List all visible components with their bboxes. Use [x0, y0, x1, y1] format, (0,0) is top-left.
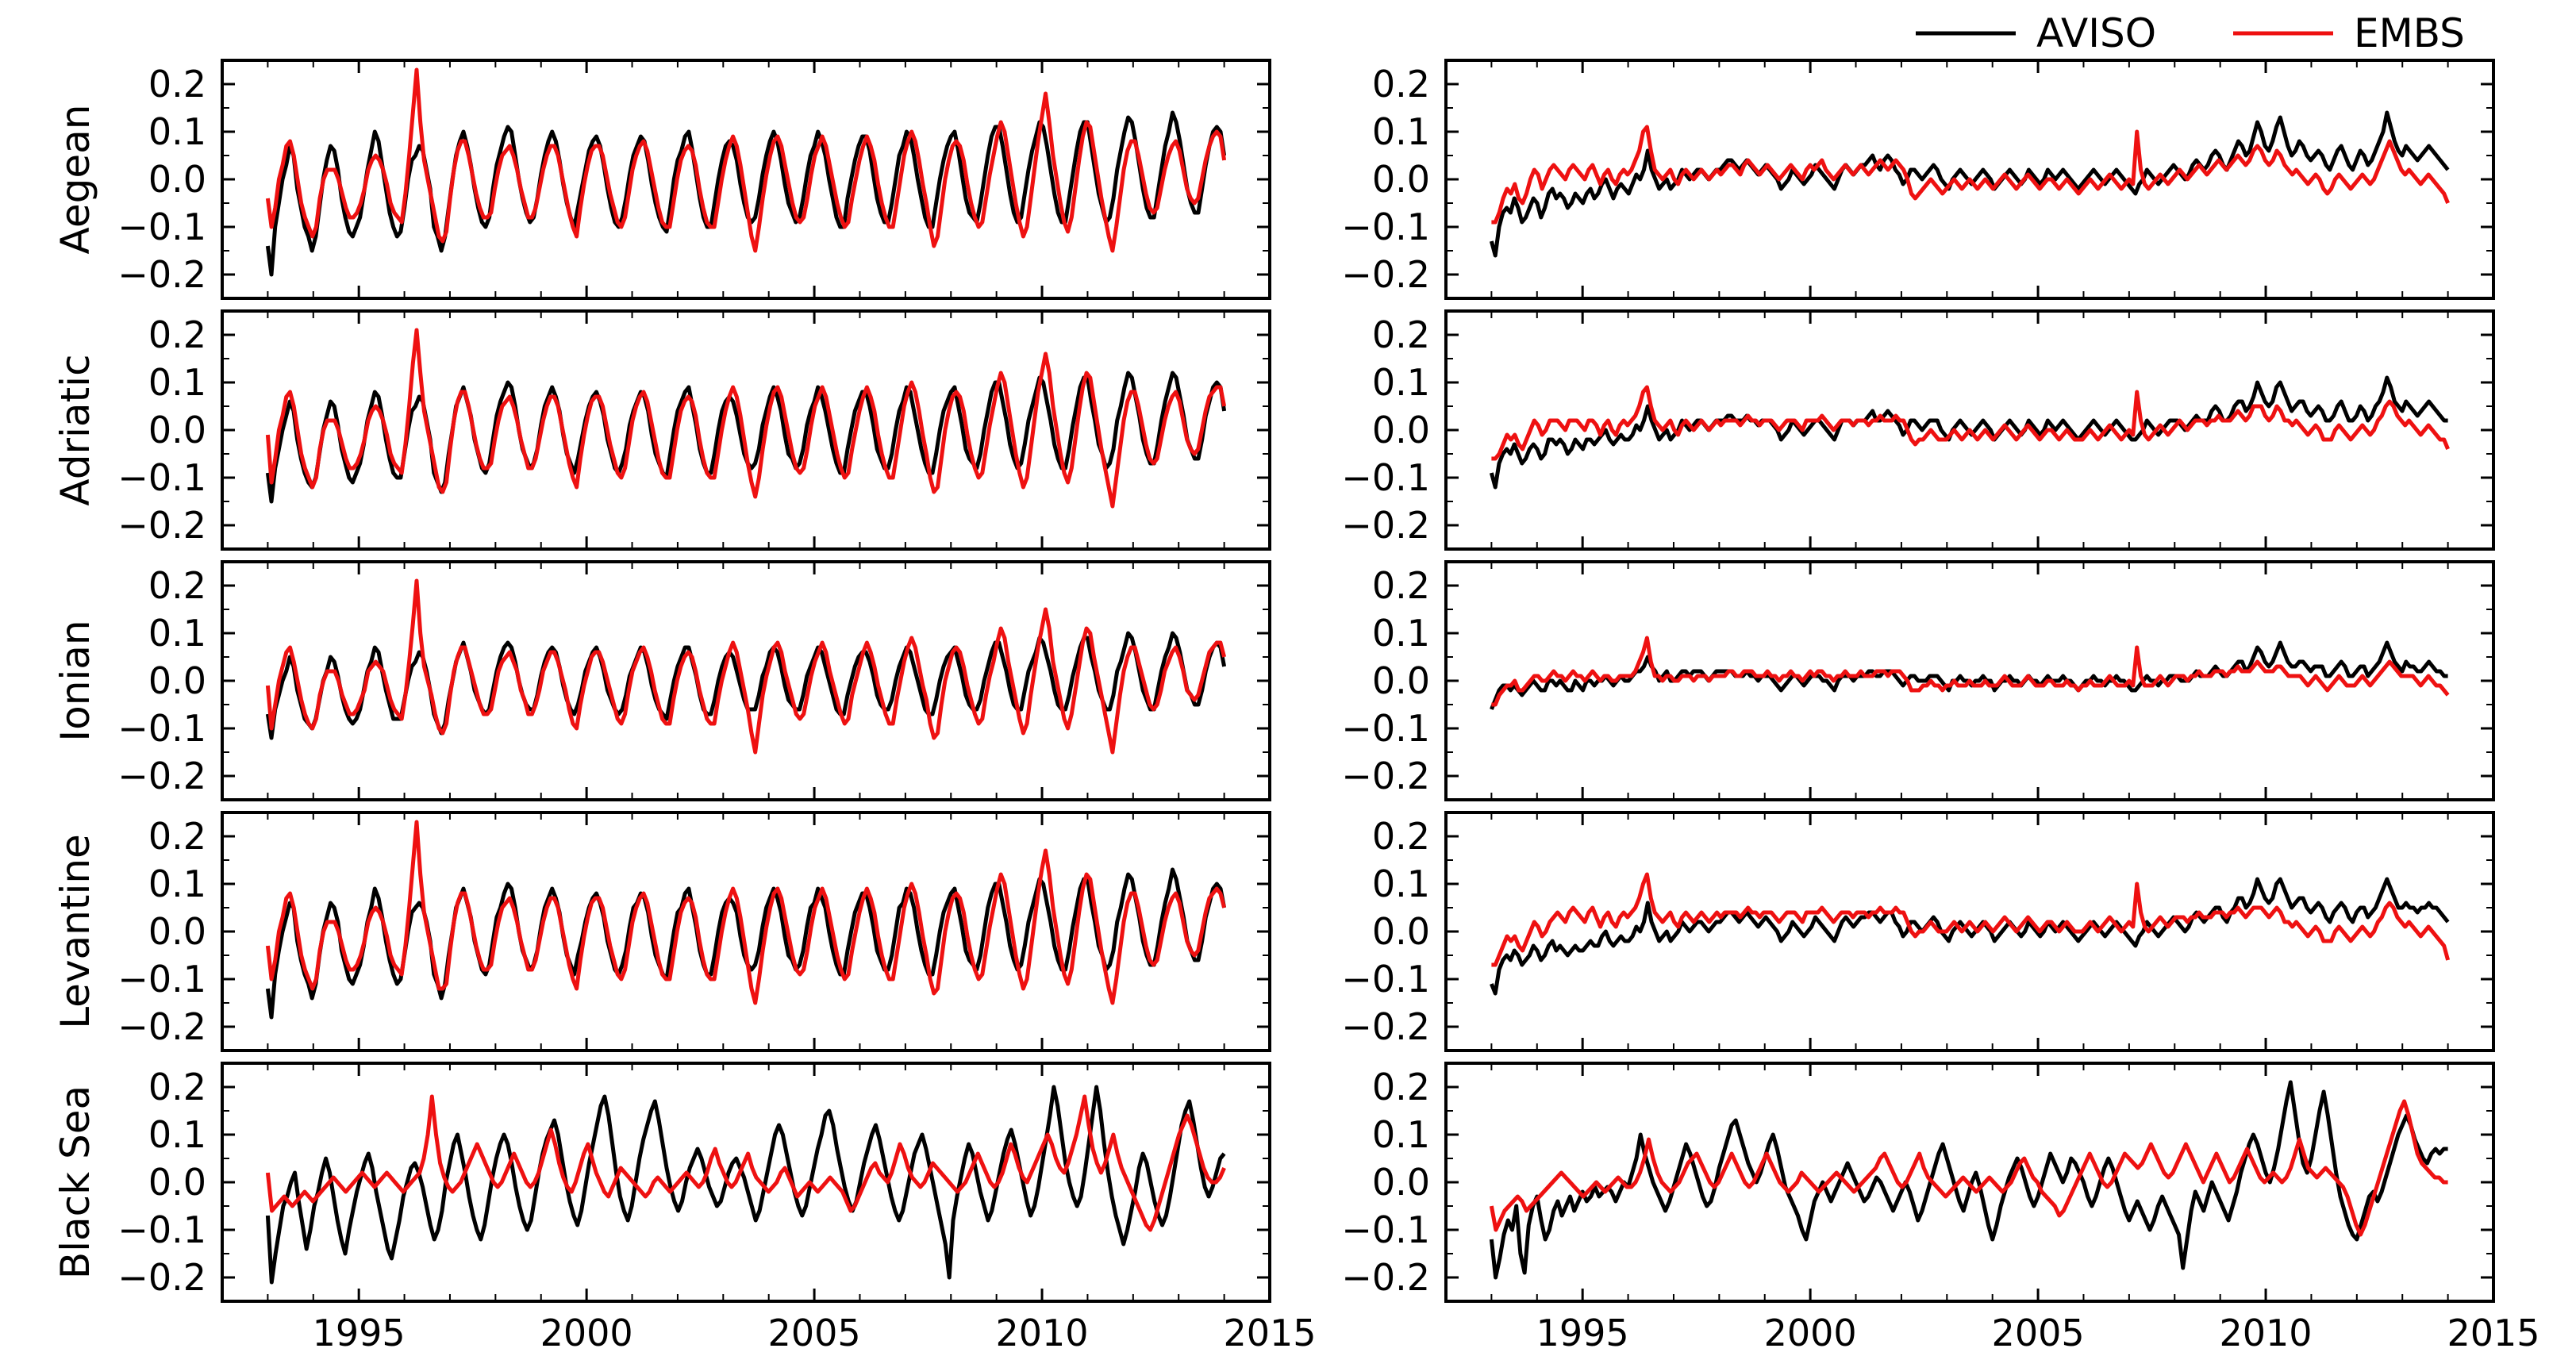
panel-black-sea-right-series-aviso [1489, 1080, 2448, 1280]
panel-aegean-left-ytick-label: 0.0 [148, 158, 206, 201]
panel-levantine-right-series-aviso [1490, 877, 2450, 996]
legend-label-aviso: AVISO [2036, 10, 2156, 56]
panel-aegean-right-series-embs [1491, 125, 2450, 225]
panel-levantine-left-ytick-label: 0.1 [148, 862, 206, 905]
panel-adriatic-left-ytick-label: 0.0 [148, 409, 206, 451]
panel-levantine-right: −0.2−0.1 0.0 0.10.2 [1341, 811, 2495, 1052]
panel-aegean-right-ytick-label: 0.0 [1372, 158, 1430, 201]
panel-adriatic-left-ytick-label: 0.2 [148, 313, 206, 356]
panel-aegean-left-ylabel: Aegean [52, 105, 98, 255]
panel-adriatic-right-ytick-label: −0.2 [1341, 504, 1430, 547]
panel-ionian-right-ytick-label: 0.0 [1372, 659, 1430, 702]
panel-black-sea-left-ytick-label: −0.2 [117, 1256, 206, 1299]
panel-adriatic-left-series-embs [265, 328, 1227, 509]
panel-black-sea-left-series-aviso [265, 1085, 1226, 1285]
panel-levantine-right-ytick-label: −0.2 [1341, 1005, 1430, 1048]
panel-aegean-right-ytick-label: −0.1 [1341, 206, 1430, 248]
panel-levantine-left-series-embs [265, 820, 1227, 1005]
panel-black-sea-left-xtick-label: 2000 [540, 1312, 633, 1354]
panel-black-sea-left-ytick-label: 0.0 [148, 1161, 206, 1204]
panel-ionian-right-ytick-label: −0.2 [1341, 755, 1430, 797]
panel-black-sea-right-ytick-label: 0.1 [1372, 1113, 1430, 1156]
panel-adriatic-right-ytick-label: −0.1 [1341, 456, 1430, 499]
panel-ionian-right: −0.2 −0.1 0.00.1 0.2 [1341, 560, 2495, 801]
panel-black-sea-left-xtick-label: 2005 [768, 1312, 861, 1354]
panel-adriatic-left-ytick-label: −0.2 [117, 504, 206, 547]
panel-levantine-right-series-embs [1491, 872, 2451, 967]
panel-ionian-left-ytick-label: 0.2 [148, 564, 206, 607]
panel-levantine-right-ytick-label: 0.2 [1372, 815, 1430, 858]
panel-grid: −0.2−0.10.00.10.2Aegean−0.2−0.10.00.10.2… [52, 59, 2540, 1354]
panel-black-sea-right-xtick-label: 1995 [1536, 1312, 1629, 1354]
panel-black-sea-right-xtick-label: 2005 [1992, 1312, 2085, 1354]
legend-label-embs: EMBS [2354, 10, 2465, 56]
panel-black-sea-left-xtick-label: 1995 [313, 1312, 406, 1354]
panel-adriatic-left: −0.2 −0.1 0.0 0.1 0.2 Adriatic [52, 309, 1271, 551]
panel-ionian-left-ytick-label: 0.0 [148, 659, 206, 702]
panel-ionian-right-series-embs [1491, 636, 2450, 707]
panel-levantine-left: −0.2−0.1 0.0 0.10.2 Levantine [52, 811, 1271, 1052]
panel-black-sea-left-series-embs [265, 1094, 1226, 1232]
panel-levantine-left-ytick-label: −0.2 [117, 1005, 206, 1048]
panel-levantine-right-ytick-label: 0.1 [1372, 862, 1430, 905]
panel-ionian-left-ytick-label: 0.1 [148, 612, 206, 655]
panel-adriatic-left-ylabel: Adriatic [52, 354, 98, 505]
panel-adriatic-left-ytick-label: 0.1 [148, 361, 206, 404]
panel-aegean-right-ytick-label: −0.2 [1341, 253, 1430, 296]
panel-adriatic-left-ytick-label: −0.1 [117, 456, 206, 499]
panel-adriatic-right-ytick-label: 0.1 [1372, 361, 1430, 404]
panel-black-sea-left: −0.2 −0.10.0 0.1 0.2 1995 2000 2005 2010 2015 Bla… [52, 1062, 1317, 1354]
panel-adriatic-right-ytick-label: 0.2 [1372, 313, 1430, 356]
panel-adriatic-right-ytick-label: 0.0 [1372, 409, 1430, 451]
panel-levantine-left-ylabel: Levantine [52, 834, 98, 1029]
panel-ionian-right-ytick-label: −0.1 [1341, 707, 1430, 750]
panel-levantine-left-ytick-label: −0.1 [117, 958, 206, 1001]
panel-aegean-left-ytick-label: 0.2 [148, 63, 206, 106]
panel-black-sea-left-ytick-label: −0.1 [117, 1208, 206, 1251]
panel-aegean-left-ytick-label: −0.2 [117, 253, 206, 296]
panel-black-sea-right-xtick-label: 2010 [2220, 1312, 2313, 1354]
panel-black-sea-left-xtick-label: 2015 [1223, 1312, 1316, 1354]
panel-aegean-left-ytick-label: −0.1 [117, 206, 206, 248]
panel-ionian-left-series-embs [265, 578, 1227, 755]
panel-black-sea-left-ylabel: Black Sea [52, 1085, 98, 1279]
panel-black-sea-left-xtick-label: 2010 [996, 1312, 1089, 1354]
panel-levantine-left-ytick-label: 0.0 [148, 910, 206, 953]
panel-black-sea-right-series-embs [1489, 1099, 2448, 1237]
panel-ionian-right-ytick-label: 0.1 [1372, 612, 1430, 655]
panel-aegean-right-ytick-label: 0.2 [1372, 63, 1430, 106]
panel-black-sea-left-ytick-label: 0.1 [148, 1113, 206, 1156]
panel-ionian-left-ylabel: Ionian [52, 620, 98, 741]
panel-ionian-left-ytick-label: −0.1 [117, 707, 206, 750]
panel-black-sea-right-ytick-label: 0.2 [1372, 1066, 1430, 1108]
panel-aegean-left: −0.2 −0.1 0.0 0.10.2 Aegean [52, 59, 1271, 300]
panel-aegean-left-ytick-label: 0.1 [148, 110, 206, 153]
panel-adriatic-right: −0.2 −0.1 0.0 0.1 0.2 [1341, 309, 2495, 551]
panel-aegean-right: −0.2 −0.1 0.0 0.10.2 [1341, 59, 2495, 300]
legend: AVISO EMBS [1916, 10, 2465, 56]
panel-aegean-left-series-embs [265, 67, 1227, 253]
panel-levantine-right-ytick-label: 0.0 [1372, 910, 1430, 953]
panel-black-sea-left-ytick-label: 0.2 [148, 1066, 206, 1108]
panel-black-sea-right-xtick-label: 2015 [2447, 1312, 2539, 1354]
panel-adriatic-right-series-embs [1491, 385, 2450, 461]
panel-black-sea-right: −0.2 −0.10.0 0.1 0.2 1995 2000 2005 2010 2015 [1341, 1062, 2540, 1354]
panel-ionian-left-ytick-label: −0.2 [117, 755, 206, 797]
panel-black-sea-right-ytick-label: −0.1 [1341, 1208, 1430, 1251]
panel-black-sea-right-ytick-label: −0.2 [1341, 1256, 1430, 1299]
panel-ionian-right-ytick-label: 0.2 [1372, 564, 1430, 607]
panel-black-sea-right-xtick-label: 2000 [1764, 1312, 1857, 1354]
panel-aegean-right-ytick-label: 0.1 [1372, 110, 1430, 153]
panel-ionian-left: −0.2 −0.1 0.00.1 0.2 Ionian [52, 560, 1271, 801]
panel-levantine-right-ytick-label: −0.1 [1341, 958, 1430, 1001]
panel-levantine-left-ytick-label: 0.2 [148, 815, 206, 858]
panel-black-sea-right-ytick-label: 0.0 [1372, 1161, 1430, 1204]
